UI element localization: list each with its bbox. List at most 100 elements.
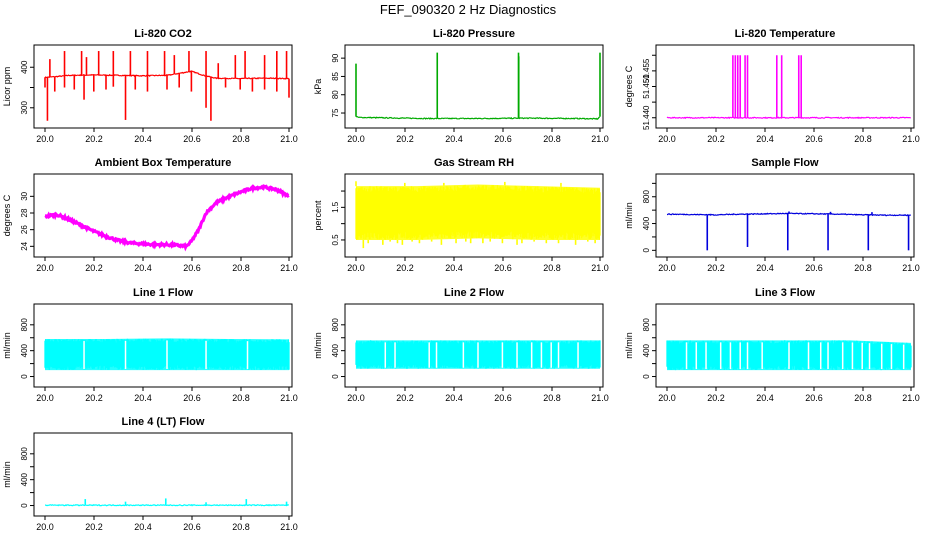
x-tick-label: 20.8 (232, 134, 250, 144)
plot-frame (33, 44, 293, 129)
x-tick-label: 20.8 (543, 263, 561, 273)
x-tick-label: 20.2 (396, 263, 414, 273)
plot-frame (344, 303, 604, 388)
chart-panel: Ambient Box Temperature degrees C 20.0 20.2… (2, 157, 298, 273)
y-tick-label: 80 (331, 90, 340, 99)
y-tick-label: 400 (20, 60, 29, 74)
x-tick-label: 20.2 (85, 134, 103, 144)
y-axis-label: Licor ppm (2, 67, 12, 107)
x-tick-label: 21.0 (591, 393, 609, 403)
x-tick-label: 20.8 (854, 134, 872, 144)
plot-frame (655, 173, 915, 258)
x-tick-label: 20.6 (183, 263, 201, 273)
x-tick-label: 20.0 (658, 393, 676, 403)
x-tick-label: 20.6 (183, 522, 201, 532)
x-tick-label: 20.4 (445, 134, 463, 144)
x-tick-label: 20.8 (232, 393, 250, 403)
x-tick-label: 20.4 (134, 522, 152, 532)
chart-panel: Li-820 Temperature degrees C 20.0 20.2 20.4 2… (624, 28, 920, 144)
plot-frame (33, 173, 293, 258)
chart-title: Line 3 Flow (755, 287, 815, 299)
y-tick-label: 400 (331, 343, 340, 357)
y-axis-label: kPa (313, 79, 323, 95)
x-tick-label: 20.0 (36, 522, 54, 532)
x-tick-label: 21.0 (591, 134, 609, 144)
chart-title: Ambient Box Temperature (95, 157, 232, 169)
x-tick-label: 20.0 (347, 134, 365, 144)
y-tick-label: 0 (20, 503, 29, 508)
x-tick-label: 20.4 (134, 263, 152, 273)
x-tick-label: 20.4 (445, 263, 463, 273)
x-tick-label: 20.8 (232, 522, 250, 532)
x-tick-label: 20.4 (445, 393, 463, 403)
y-axis-label: ml/min (624, 202, 634, 229)
y-tick-label: 30 (20, 191, 29, 200)
x-tick-label: 21.0 (280, 263, 298, 273)
plot-frame (33, 432, 293, 517)
chart-panel: Li-820 Pressure kPa 20.0 20.2 20.4 20.6 20.8 21… (313, 28, 609, 144)
y-tick-label: 800 (20, 447, 29, 461)
chart-panel: Line 4 (LT) Flow ml/min 20.0 20.2 20.4 20.6 20… (2, 416, 298, 532)
y-axis-label: degrees C (2, 194, 12, 236)
chart-panel: Li-820 CO2 Licor ppm 20.0 20.2 20.4 20.6 20.8 2… (2, 28, 298, 144)
x-tick-label: 20.6 (805, 134, 823, 144)
y-tick-label: 28 (20, 208, 29, 217)
series-band-fill (356, 184, 600, 240)
x-tick-label: 20.4 (134, 393, 152, 403)
y-tick-label: 75 (331, 108, 340, 117)
y-tick-label: 400 (20, 343, 29, 357)
x-tick-label: 20.2 (707, 393, 725, 403)
chart-panel: Line 1 Flow ml/min 20.0 20.2 20.4 20.6 20.8 21.… (2, 287, 298, 403)
y-tick-label: 51.440 (642, 105, 651, 130)
x-tick-label: 20.6 (494, 263, 512, 273)
x-tick-label: 20.8 (543, 393, 561, 403)
chart-title: Sample Flow (751, 157, 819, 169)
y-tick-label: 800 (20, 318, 29, 332)
y-axis-label: percent (313, 200, 323, 231)
y-tick-label: 800 (331, 318, 340, 332)
y-tick-label: 1.5 (331, 201, 340, 213)
y-tick-label: 85 (331, 71, 340, 80)
x-tick-label: 20.6 (805, 393, 823, 403)
y-axis-label: ml/min (2, 461, 12, 488)
x-tick-label: 20.8 (854, 393, 872, 403)
series-line-baseline (45, 503, 290, 507)
x-tick-label: 20.2 (396, 393, 414, 403)
plot-frame (655, 44, 915, 129)
y-tick-label: 24 (20, 241, 29, 250)
x-tick-label: 21.0 (280, 393, 298, 403)
x-tick-label: 20.2 (85, 393, 103, 403)
x-tick-label: 20.6 (494, 393, 512, 403)
x-tick-label: 20.2 (707, 134, 725, 144)
series-line-baseline (355, 116, 601, 121)
plot-frame (344, 173, 604, 258)
chart-title: Line 2 Flow (444, 287, 504, 299)
chart-title: Li-820 Temperature (735, 28, 836, 40)
chart-panel: Sample Flow ml/min 20.0 20.2 20.4 20.6 20.8 21.… (624, 157, 920, 273)
x-tick-label: 20.6 (494, 134, 512, 144)
chart-panel: Gas Stream RH percent 20.0 20.2 20.4 20.6 20.8… (313, 157, 609, 273)
x-tick-label: 20.0 (36, 134, 54, 144)
chart-title: Gas Stream RH (434, 157, 514, 169)
x-tick-label: 20.6 (183, 134, 201, 144)
y-axis-label: ml/min (624, 332, 634, 359)
series-line-temperature (44, 184, 290, 252)
x-tick-label: 20.4 (756, 134, 774, 144)
y-tick-label: 90 (331, 53, 340, 62)
x-tick-label: 21.0 (591, 263, 609, 273)
y-tick-label: 300 (20, 101, 29, 115)
x-tick-label: 21.0 (280, 134, 298, 144)
y-tick-label: 0 (20, 374, 29, 379)
x-tick-label: 20.8 (854, 263, 872, 273)
y-tick-label: 51.450 (642, 74, 651, 99)
x-tick-label: 20.0 (658, 263, 676, 273)
x-tick-label: 20.0 (36, 263, 54, 273)
x-tick-label: 20.2 (85, 522, 103, 532)
series-line-baseline (666, 116, 912, 120)
y-tick-label: 0 (331, 374, 340, 379)
x-tick-label: 21.0 (280, 522, 298, 532)
chart-panel: Line 3 Flow ml/min 20.0 20.2 20.4 20.6 20.8 21.… (624, 287, 920, 403)
x-tick-label: 20.4 (134, 134, 152, 144)
y-tick-label: 400 (20, 472, 29, 486)
